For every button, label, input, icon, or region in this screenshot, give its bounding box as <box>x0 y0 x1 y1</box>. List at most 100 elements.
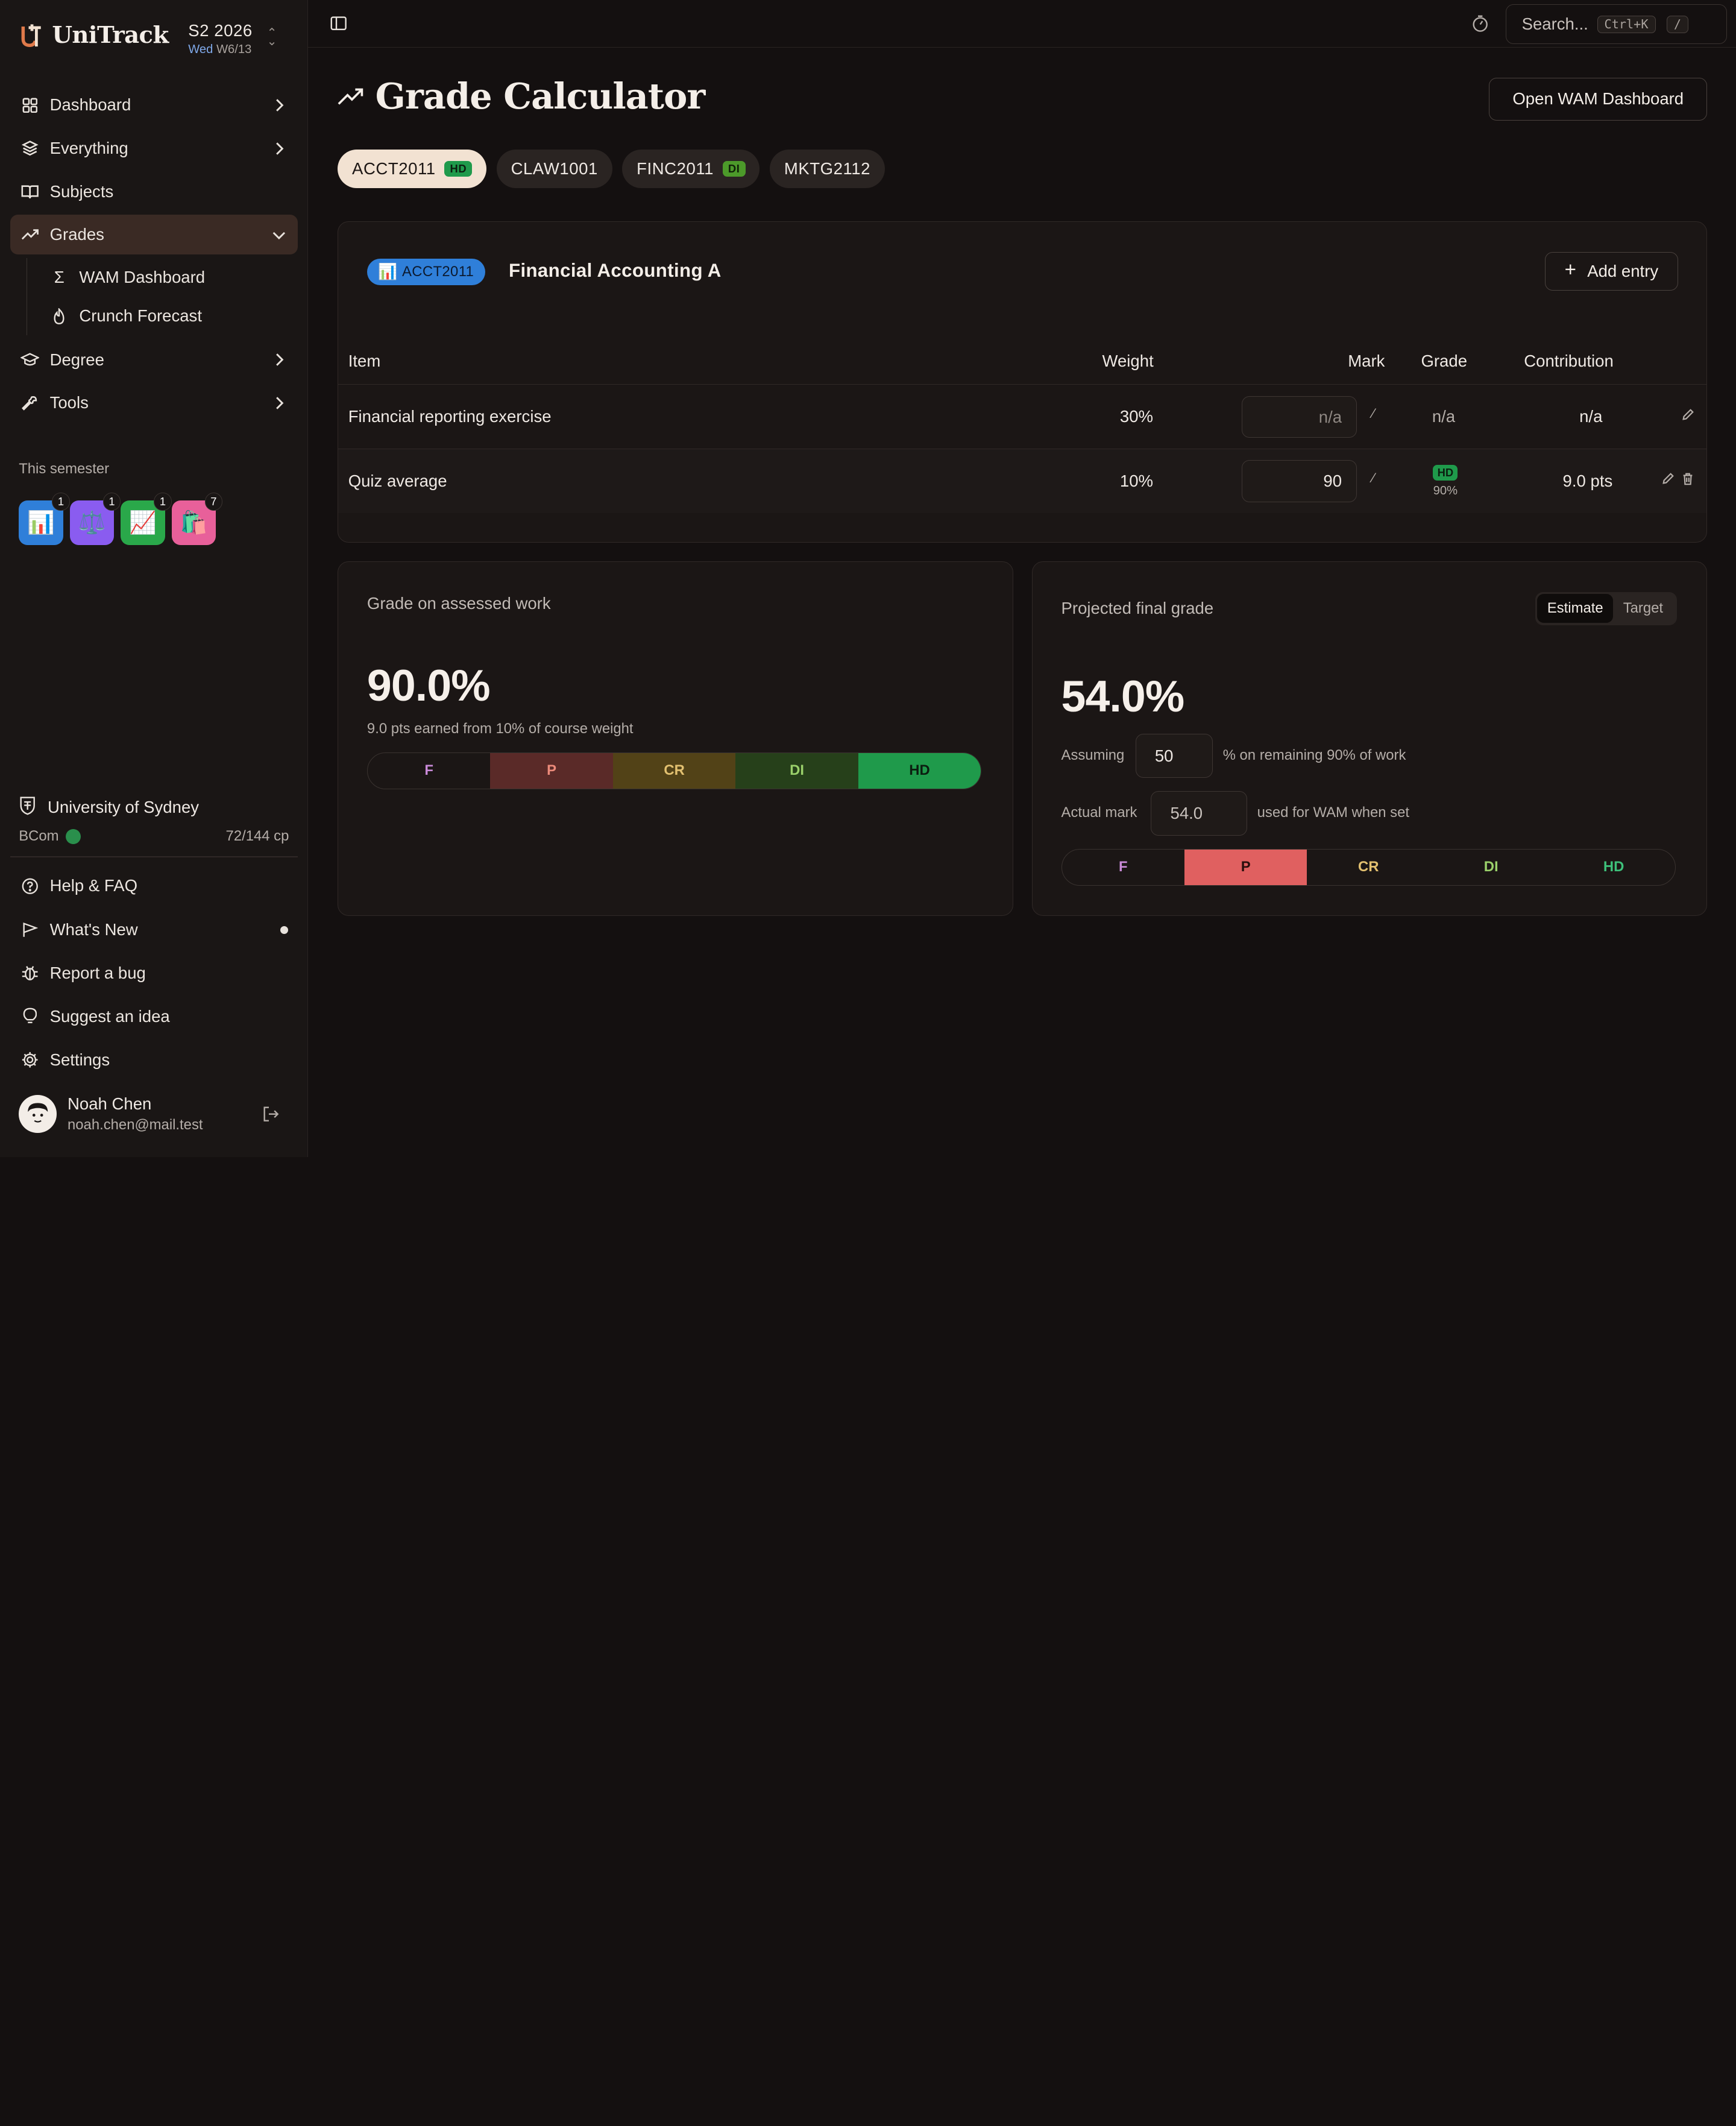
tab-label: MKTG2112 <box>784 159 871 178</box>
pencil-icon[interactable] <box>1661 472 1675 485</box>
pencil-icon[interactable] <box>1681 408 1694 421</box>
band-hd: HD <box>858 753 981 789</box>
sidebar-item-wam-dashboard[interactable]: Σ WAM Dashboard <box>27 258 298 297</box>
logout-icon[interactable] <box>262 1105 280 1123</box>
tab-acct2011[interactable]: ACCT2011 HD <box>338 149 487 189</box>
tab-label: FINC2011 <box>637 159 714 178</box>
subject-code-chip: 📊 ACCT2011 <box>366 258 485 286</box>
sidebar-item-tools[interactable]: Tools <box>10 383 298 423</box>
table-row: Quiz average 10% 90 ⁄ HD 90% 9.0 pts <box>338 449 1707 514</box>
user-name: Noah Chen <box>68 1094 152 1113</box>
add-entry-button[interactable]: + Add entry <box>1545 251 1678 291</box>
line-chart-icon[interactable]: 📈 1 <box>121 493 172 545</box>
chevron-up-down-icon[interactable]: ⌃ ⌄ <box>266 26 277 49</box>
band-f: F <box>1118 859 1128 875</box>
chevron-right-icon <box>276 99 284 112</box>
col-weight: Weight <box>1102 352 1154 371</box>
sidebar-item-settings[interactable]: Settings <box>10 1040 298 1080</box>
sidebar-footer-nav: Help & FAQ What's New Report a bug Sug <box>10 866 298 1084</box>
chevron-right-icon <box>276 397 284 409</box>
trending-up-icon <box>338 88 363 105</box>
bar-chart-icon[interactable]: 📊 1 <box>19 493 70 545</box>
subject-name: Financial Accounting A <box>509 259 722 281</box>
sidebar-item-everything[interactable]: Everything <box>10 128 298 168</box>
open-wam-dashboard-button[interactable]: Open WAM Dashboard <box>1489 77 1708 121</box>
col-item: Item <box>348 352 381 371</box>
subject-code: ACCT2011 <box>402 263 474 280</box>
sidebar-item-label: Grades <box>49 225 104 244</box>
flame-icon <box>51 308 68 325</box>
band-f: F <box>424 762 433 779</box>
bar-chart-icon: 📊 <box>378 263 398 280</box>
sidebar-item-dashboard[interactable]: Dashboard <box>10 85 298 125</box>
sidebar-divider <box>10 856 298 857</box>
term-selector[interactable]: S2 2026 Wed W6/13 <box>188 21 253 57</box>
sidebar-item-suggest-idea[interactable]: Suggest an idea <box>10 997 298 1036</box>
item-name[interactable]: Financial reporting exercise <box>348 407 552 426</box>
sidebar-item-label: Help & FAQ <box>49 876 138 895</box>
flag-icon <box>20 921 40 938</box>
assuming-input[interactable]: 50 <box>1135 733 1213 778</box>
lightbulb-icon <box>20 1008 40 1025</box>
sidebar-item-label: Report a bug <box>49 963 146 982</box>
mark-input[interactable]: n/a <box>1241 396 1357 438</box>
layers-icon <box>20 139 40 159</box>
degree-status-icon <box>65 828 81 845</box>
sidebar-item-label: Everything <box>49 139 128 158</box>
count-badge: 1 <box>154 493 172 511</box>
university-crest-icon <box>19 795 39 819</box>
shopping-bags-icon[interactable]: 🛍️ 7 <box>171 493 223 545</box>
count-badge: 1 <box>102 493 121 511</box>
item-weight[interactable]: 10% <box>1119 471 1154 490</box>
bug-icon <box>20 964 40 982</box>
assessed-value: 90.0% <box>366 660 491 710</box>
user-profile[interactable]: Noah Chen noah.chen@mail.test <box>19 1094 289 1134</box>
semester-label: This semester <box>19 461 110 478</box>
col-contribution: Contribution <box>1524 352 1614 371</box>
sidebar-item-report-bug[interactable]: Report a bug <box>10 953 298 993</box>
col-grade: Grade <box>1421 352 1468 371</box>
sidebar-item-whats-new[interactable]: What's New <box>10 909 298 949</box>
count-badge: 1 <box>52 493 70 511</box>
toggle-estimate[interactable]: Estimate <box>1537 594 1614 623</box>
item-name[interactable]: Quiz average <box>348 471 447 490</box>
fraction-toggle-icon[interactable]: ⁄ <box>1372 406 1375 421</box>
brand[interactable]: UniTrack <box>19 20 169 51</box>
scales-icon[interactable]: ⚖️ 1 <box>69 493 121 545</box>
fraction-toggle-icon[interactable]: ⁄ <box>1372 470 1375 485</box>
actual-mark-input[interactable]: 54.0 <box>1151 791 1248 836</box>
sidebar-toggle-icon[interactable] <box>330 14 347 32</box>
university-card[interactable]: University of Sydney BCom 72/144 cp <box>19 795 289 845</box>
tab-claw1001[interactable]: CLAW1001 <box>496 149 612 189</box>
grade-badge: DI <box>722 161 746 177</box>
toggle-target[interactable]: Target <box>1623 600 1663 617</box>
projected-band-bar: F P CR DI HD <box>1061 848 1676 886</box>
sidebar-item-label: Crunch Forecast <box>79 306 202 326</box>
search-shortcut-kbd: Ctrl+K <box>1597 15 1656 34</box>
sidebar-item-degree[interactable]: Degree <box>10 340 298 380</box>
trending-up-icon <box>20 225 40 245</box>
sidebar-item-subjects[interactable]: Subjects <box>10 172 298 212</box>
page-header: Grade Calculator <box>338 75 705 117</box>
wrench-icon <box>20 393 40 413</box>
assessed-label: Grade on assessed work <box>366 594 551 613</box>
chevron-right-icon <box>276 142 284 155</box>
mark-input[interactable]: 90 <box>1241 460 1357 502</box>
avatar <box>19 1095 57 1133</box>
assessed-grade-card: Grade on assessed work 90.0% 9.0 pts ear… <box>338 561 1013 916</box>
sidebar-item-grades[interactable]: Grades <box>10 215 298 255</box>
sidebar-item-help[interactable]: Help & FAQ <box>10 866 298 906</box>
grid-icon <box>20 95 40 115</box>
gear-icon <box>20 1051 40 1068</box>
tab-finc2011[interactable]: FINC2011 DI <box>622 149 760 189</box>
trash-icon[interactable] <box>1681 472 1694 485</box>
grade-percent: 90% <box>1433 484 1458 497</box>
search-bar[interactable]: Search... Ctrl+K / <box>1505 4 1728 45</box>
graduation-cap-icon <box>20 350 40 370</box>
band-p: P <box>1184 849 1307 885</box>
tab-mktg2112[interactable]: MKTG2112 <box>769 149 885 189</box>
sidebar-item-crunch-forecast[interactable]: Crunch Forecast <box>27 297 298 335</box>
band-cr: CR <box>1357 859 1379 875</box>
timer-icon[interactable] <box>1471 14 1489 32</box>
item-weight[interactable]: 30% <box>1119 407 1154 426</box>
